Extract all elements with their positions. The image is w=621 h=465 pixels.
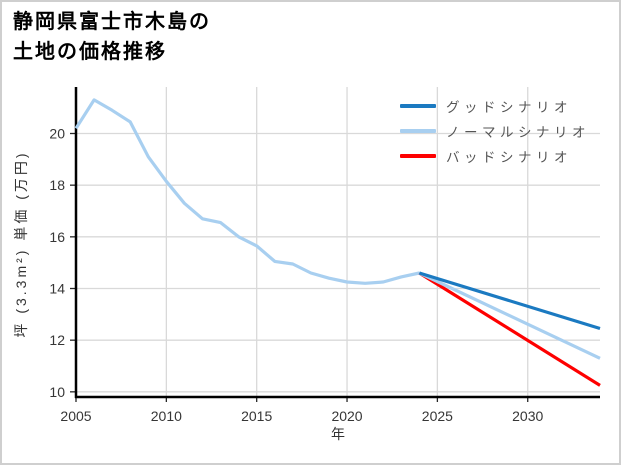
y-tick-labels: 10 12 14 16 18 20 [49, 126, 65, 400]
series-lines [74, 98, 601, 387]
y-tick-label: 16 [49, 229, 65, 245]
legend: グッドシナリオ ノーマルシナリオ バッドシナリオ [400, 93, 590, 168]
y-tick-label: 12 [49, 332, 65, 348]
x-axis-label: 年 [331, 426, 345, 442]
x-tick-label: 2025 [422, 408, 453, 424]
bad-scenario-line [418, 271, 601, 387]
y-tick-label: 20 [49, 126, 65, 142]
x-tick-label: 2020 [331, 408, 362, 424]
legend-swatch-good-scenario [400, 103, 436, 108]
legend-label-normal-scenario: ノーマルシナリオ [446, 124, 590, 140]
x-tick-label: 2010 [151, 408, 182, 424]
legend-item-good-scenario: グッドシナリオ [400, 93, 590, 118]
legend-label-good-scenario: グッドシナリオ [446, 99, 572, 115]
y-tick-label: 10 [49, 384, 65, 400]
legend-item-normal-scenario: ノーマルシナリオ [400, 118, 590, 143]
x-tick-label: 2030 [512, 408, 543, 424]
legend-label-bad-scenario: バッドシナリオ [446, 149, 572, 165]
x-tick-label: 2005 [60, 408, 91, 424]
gridlines [76, 87, 600, 397]
y-axis-label: 坪 (3.3m²) 単価 (万円) [13, 150, 29, 338]
legend-swatch-normal-scenario [400, 128, 436, 133]
normal-scenario-line [418, 271, 601, 360]
axis-spines [74, 87, 600, 399]
page-title-line-2: 土地の価格推移 [13, 41, 167, 63]
legend-swatch-bad-scenario [400, 153, 436, 158]
history-line [74, 98, 420, 285]
good-scenario-line [418, 271, 601, 331]
legend-item-bad-scenario: バッドシナリオ [400, 143, 590, 168]
x-tick-labels: 2005 2010 2015 2020 2025 2030 [60, 408, 543, 424]
x-tick-label: 2015 [241, 408, 272, 424]
page-title-line-1: 静岡県富士市木島の [13, 11, 211, 33]
page-title: 静岡県富士市木島の 土地の価格推移 [13, 7, 211, 67]
y-tick-label: 14 [49, 281, 65, 297]
y-tick-label: 18 [49, 177, 65, 193]
